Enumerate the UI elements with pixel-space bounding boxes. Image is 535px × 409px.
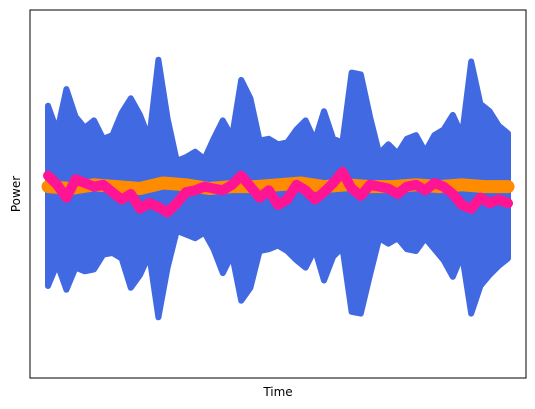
series-smoothed-line [43, 166, 513, 218]
plot-area [41, 56, 515, 321]
y-axis-label: Power [9, 176, 23, 212]
plot-frame [29, 9, 527, 379]
x-axis-label: Time [262, 385, 292, 399]
